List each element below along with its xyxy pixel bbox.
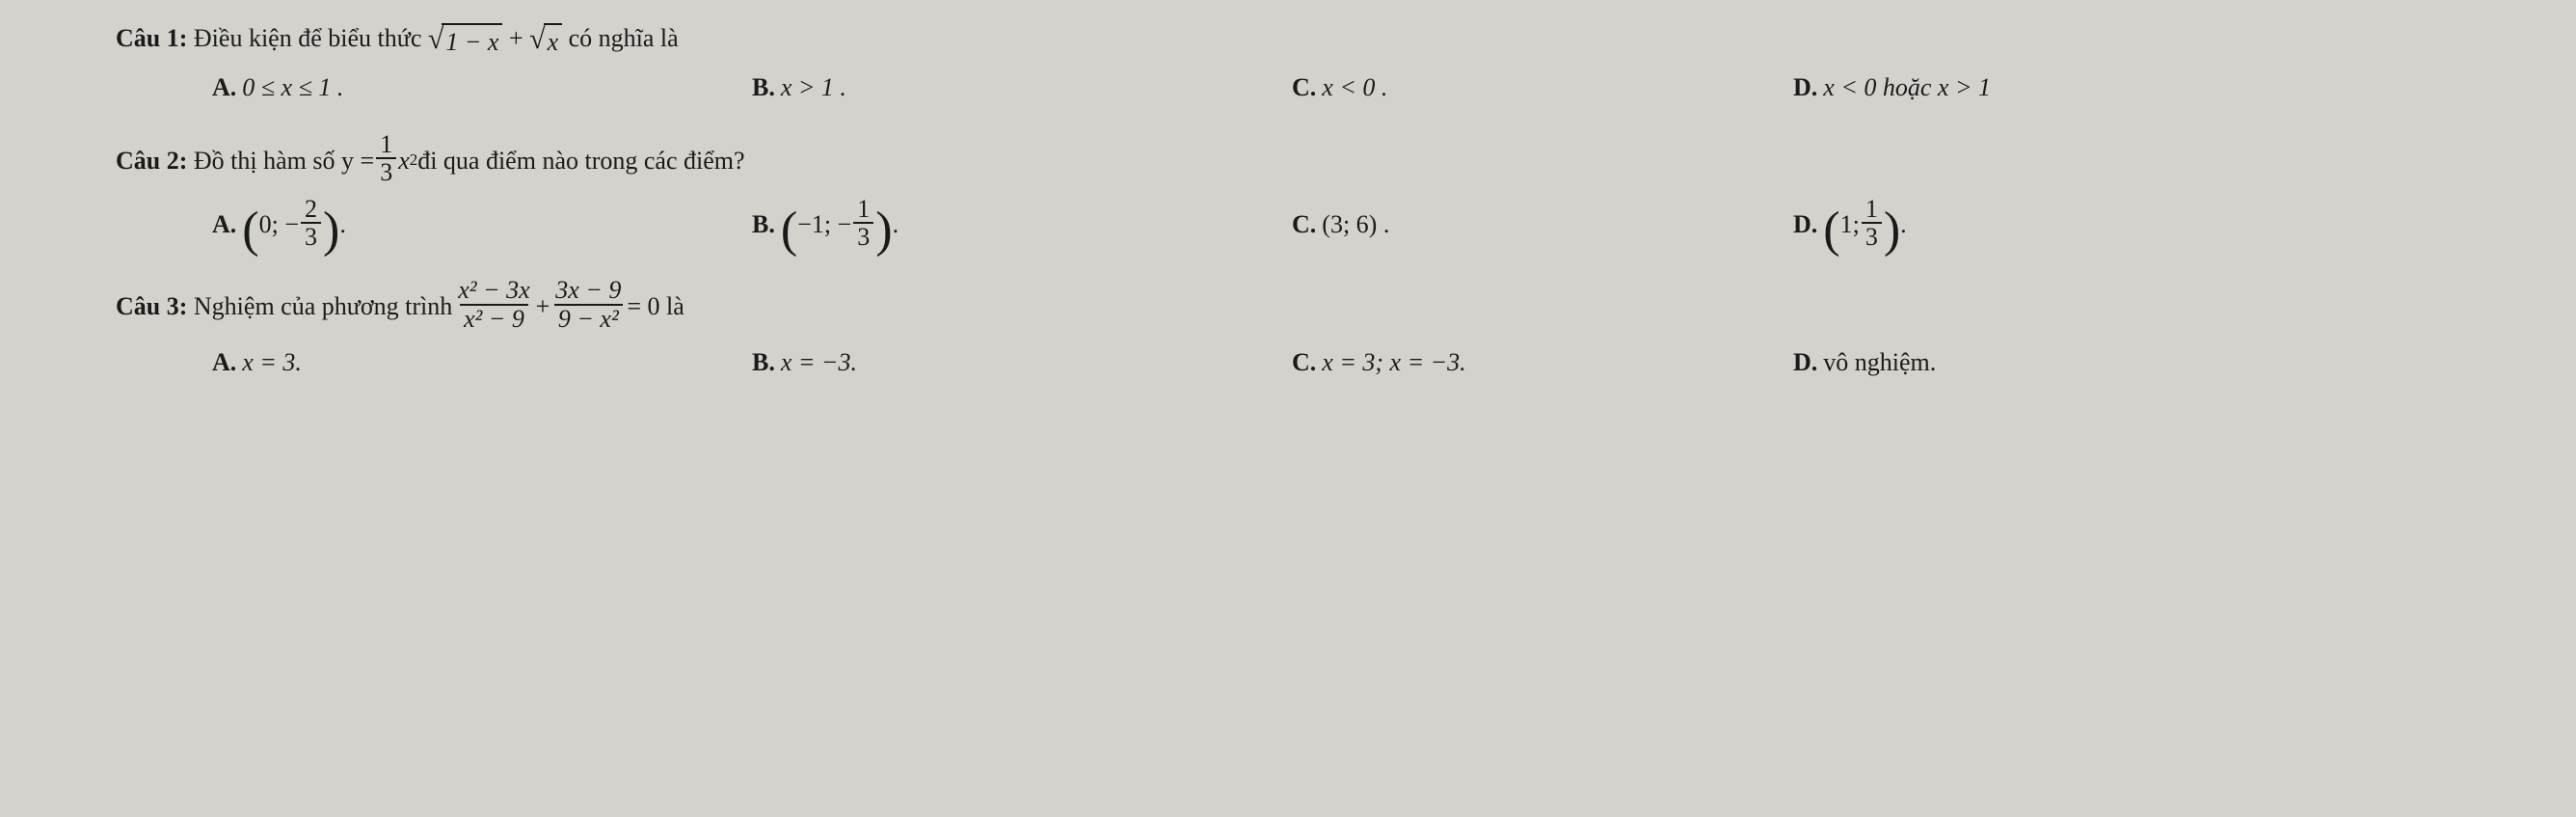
question-2-text-suffix: đi qua điểm nào trong các điểm?: [417, 142, 744, 179]
question-3-text-prefix: Nghiệm của phương trình: [194, 287, 452, 325]
fraction-den: 3: [301, 222, 321, 250]
question-1-text-suffix: có nghĩa là: [569, 24, 679, 52]
question-1-options: A. 0 ≤ x ≤ 1 . B. x > 1 . C. x < 0 . D. …: [116, 68, 2537, 106]
fraction-num: 3x − 9: [551, 277, 625, 303]
paren-open-icon: (: [242, 218, 258, 243]
option-1a: A. 0 ≤ x ≤ 1 .: [212, 68, 752, 106]
fraction-den: 3: [1862, 222, 1882, 250]
variable-x: x: [398, 142, 410, 179]
plus-sign: +: [536, 287, 550, 325]
option-2d: D. ( 1; 1 3 ) .: [1793, 198, 2537, 253]
fraction-num: 1: [1862, 196, 1882, 222]
paren-open-icon: (: [1823, 218, 1839, 243]
option-2a: A. ( 0; − 2 3 ) .: [212, 198, 752, 253]
option-value: ( 1; 1 3 ) .: [1823, 198, 1906, 253]
question-1-text-prefix: Điều kiện để biểu thức: [194, 24, 428, 52]
point-first: −1; −: [797, 205, 851, 243]
option-text: x > 1 .: [781, 68, 846, 106]
option-text: x = 3; x = −3.: [1322, 343, 1465, 381]
question-2-text-prefix: Đồ thị hàm số y =: [194, 142, 374, 179]
plus-sign: +: [509, 24, 529, 52]
option-1c: C. x < 0 .: [1292, 68, 1793, 106]
radical-icon: √: [529, 25, 545, 54]
sqrt-arg-2: x: [544, 23, 563, 59]
fraction-num: 2: [301, 196, 321, 222]
period: .: [339, 205, 346, 243]
option-3c: C. x = 3; x = −3.: [1292, 343, 1793, 381]
fraction: 1 3: [376, 131, 396, 186]
option-2b: B. ( −1; − 1 3 ) .: [752, 198, 1292, 253]
fraction: 2 3: [301, 196, 321, 251]
option-text: 0 ≤ x ≤ 1 .: [242, 68, 343, 106]
option-text: vô nghiệm.: [1823, 343, 1936, 381]
option-label: D.: [1793, 68, 1817, 106]
period: .: [893, 205, 899, 243]
question-3-options: A. x = 3. B. x = −3. C. x = 3; x = −3. D…: [116, 343, 2537, 381]
radical-icon: √: [428, 25, 443, 54]
sqrt-icon: √ x: [529, 23, 562, 59]
question-2-options: A. ( 0; − 2 3 ) . B. ( −1; − 1 3: [116, 198, 2537, 253]
option-label: C.: [1292, 205, 1316, 243]
question-2: Câu 2: Đồ thị hàm số y = 1 3 x 2 đi qua đ…: [116, 133, 2537, 252]
option-label: C.: [1292, 343, 1316, 381]
option-label: B.: [752, 68, 775, 106]
sqrt-arg-1: 1 − x: [442, 23, 502, 59]
option-value: ( 0; − 2 3 ) .: [242, 198, 346, 253]
option-text: x < 0 hoặc x > 1: [1823, 68, 1991, 106]
question-1-stem: Câu 1: Điều kiện để biểu thức √ 1 − x + …: [116, 19, 2537, 59]
sqrt-icon: √ 1 − x: [428, 23, 503, 59]
fraction-den: 9 − x²: [554, 304, 623, 332]
option-2c: C. (3; 6) .: [1292, 198, 1793, 253]
option-3b: B. x = −3.: [752, 343, 1292, 381]
option-label: B.: [752, 205, 775, 243]
question-3-label: Câu 3:: [116, 287, 187, 325]
option-value: ( −1; − 1 3 ) .: [781, 198, 899, 253]
option-1d: D. x < 0 hoặc x > 1: [1793, 68, 2537, 106]
question-1: Câu 1: Điều kiện để biểu thức √ 1 − x + …: [116, 19, 2537, 106]
option-text: x < 0 .: [1322, 68, 1387, 106]
paren-close-icon: ): [1884, 218, 1900, 243]
option-label: D.: [1793, 343, 1817, 381]
option-label: A.: [212, 68, 236, 106]
option-label: A.: [212, 205, 236, 243]
option-label: D.: [1793, 205, 1817, 243]
point-first: 0; −: [259, 205, 299, 243]
equals-zero: = 0 là: [627, 287, 684, 325]
question-1-label: Câu 1:: [116, 24, 187, 52]
option-label: A.: [212, 343, 236, 381]
fraction-num: 1: [376, 131, 396, 157]
fraction-den: x² − 9: [460, 304, 528, 332]
option-text: x = −3.: [781, 343, 857, 381]
period: .: [1900, 205, 1907, 243]
paren-open-icon: (: [781, 218, 797, 243]
fraction-den: 3: [853, 222, 873, 250]
fraction-den: 3: [376, 157, 396, 185]
fraction: 1 3: [853, 196, 873, 251]
point-first: 1;: [1840, 205, 1860, 243]
question-2-label: Câu 2:: [116, 142, 187, 179]
fraction-num: 1: [853, 196, 873, 222]
fraction: x² − 3x x² − 9: [454, 277, 533, 332]
option-1b: B. x > 1 .: [752, 68, 1292, 106]
option-label: C.: [1292, 68, 1316, 106]
question-2-stem: Câu 2: Đồ thị hàm số y = 1 3 x2 đi qua đ…: [116, 133, 745, 188]
paren-close-icon: ): [875, 218, 892, 243]
fraction: 1 3: [1862, 196, 1882, 251]
option-label: B.: [752, 343, 775, 381]
option-3d: D. vô nghiệm.: [1793, 343, 2537, 381]
question-3-stem: Câu 3: Nghiệm của phương trình x² − 3x x…: [116, 279, 684, 334]
paren-close-icon: ): [323, 218, 339, 243]
fraction: 3x − 9 9 − x²: [551, 277, 625, 332]
option-text: (3; 6) .: [1322, 205, 1389, 243]
question-3: Câu 3: Nghiệm của phương trình x² − 3x x…: [116, 279, 2537, 381]
option-3a: A. x = 3.: [212, 343, 752, 381]
fraction-num: x² − 3x: [454, 277, 533, 303]
option-text: x = 3.: [242, 343, 302, 381]
